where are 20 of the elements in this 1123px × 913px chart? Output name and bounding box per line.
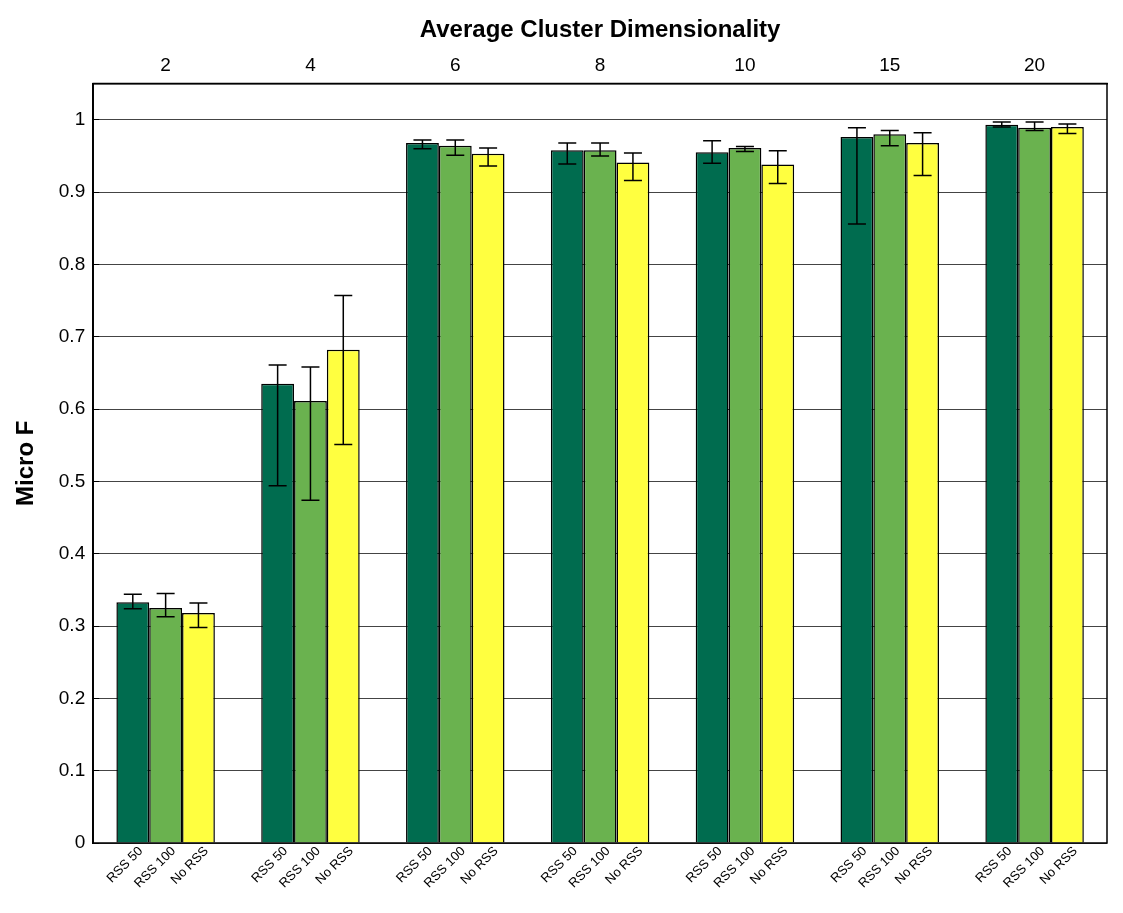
y-tick-label: 1 (74, 108, 86, 129)
y-tick-label: 0.6 (58, 397, 86, 419)
y-tick-label: 0.8 (58, 252, 86, 274)
x-axis-title: Average Cluster Dimensionality (419, 15, 782, 43)
y-tick-label: 0 (74, 831, 86, 853)
y-tick-label: 0.2 (58, 686, 86, 708)
x-tick-label: 20 (1024, 54, 1046, 76)
y-tick-label: 0.4 (58, 541, 86, 563)
y-tick-label: 0.5 (58, 469, 86, 491)
y-tick-label: 0.7 (58, 324, 86, 346)
x-tick-label: 4 (305, 54, 317, 76)
x-tick-label: 10 (734, 54, 756, 76)
y-axis-title: Micro F (11, 420, 39, 506)
y-tick-label: 0.1 (58, 758, 86, 780)
y-tick-label: 0.3 (58, 614, 86, 636)
x-tick-label: 2 (160, 54, 171, 76)
x-tick-label: 6 (449, 54, 461, 76)
x-tick-label: 8 (594, 54, 606, 76)
y-tick-label: 0.9 (58, 180, 86, 202)
x-tick-label: 15 (879, 54, 901, 76)
